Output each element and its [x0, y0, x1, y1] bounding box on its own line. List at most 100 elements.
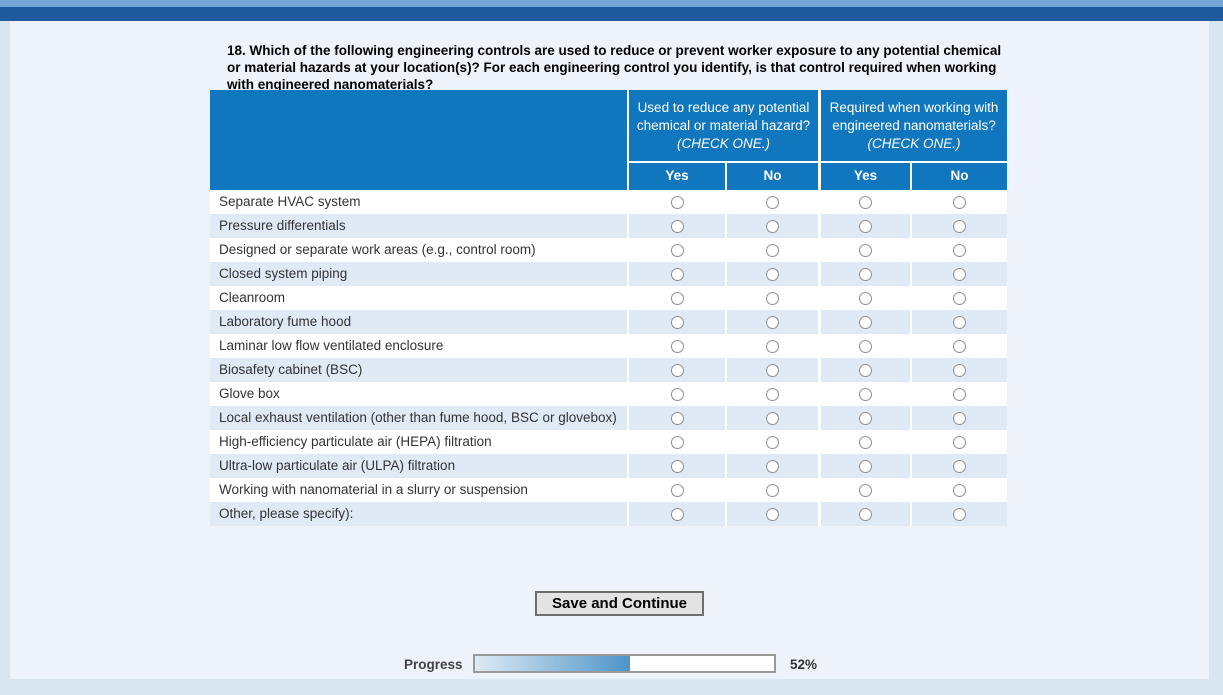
table-row: Glove box	[210, 382, 1007, 406]
radio-used-yes[interactable]	[670, 315, 684, 329]
radio-cell	[910, 334, 1007, 358]
table-row: Pressure differentials	[210, 214, 1007, 238]
save-and-continue-button[interactable]: Save and Continue	[535, 591, 705, 616]
subheader-required-yes: Yes	[818, 163, 910, 190]
radio-cell	[725, 502, 818, 526]
table-row: Laboratory fume hood	[210, 310, 1007, 334]
radio-used-no[interactable]	[766, 315, 779, 329]
radio-cell	[627, 478, 725, 502]
radio-used-yes[interactable]	[670, 387, 684, 401]
radio-required-no[interactable]	[953, 483, 966, 497]
radio-required-no[interactable]	[953, 411, 966, 425]
radio-used-no[interactable]	[766, 483, 779, 497]
radio-required-no[interactable]	[953, 219, 966, 233]
radio-required-yes[interactable]	[859, 339, 872, 353]
radio-required-no[interactable]	[953, 291, 966, 305]
subheader-required-no: No	[910, 163, 1007, 190]
radio-required-yes[interactable]	[859, 315, 872, 329]
radio-required-no[interactable]	[953, 267, 966, 281]
radio-used-no[interactable]	[766, 387, 779, 401]
radio-required-no[interactable]	[953, 243, 966, 257]
question-line: with engineered nanomaterials?	[227, 77, 434, 92]
radio-required-no[interactable]	[953, 195, 966, 209]
radio-cell	[725, 190, 818, 214]
top-accent-strip	[0, 0, 1223, 7]
radio-required-yes[interactable]	[859, 291, 872, 305]
radio-used-no[interactable]	[766, 507, 779, 521]
radio-required-no[interactable]	[953, 435, 966, 449]
radio-required-yes[interactable]	[859, 507, 872, 521]
radio-cell	[910, 430, 1007, 454]
radio-required-yes[interactable]	[859, 483, 872, 497]
radio-required-no[interactable]	[953, 507, 966, 521]
check-one-instruction: (CHECK ONE.)	[867, 136, 961, 151]
radio-used-yes[interactable]	[670, 195, 684, 209]
radio-required-yes[interactable]	[859, 363, 872, 377]
radio-cell	[818, 502, 910, 526]
radio-used-no[interactable]	[766, 195, 779, 209]
radio-required-yes[interactable]	[859, 195, 872, 209]
radio-required-yes[interactable]	[859, 267, 872, 281]
radio-used-no[interactable]	[766, 459, 779, 473]
radio-cell	[818, 214, 910, 238]
radio-used-yes[interactable]	[670, 291, 684, 305]
radio-used-yes[interactable]	[670, 483, 684, 497]
radio-cell	[818, 454, 910, 478]
table-row: Ultra-low particulate air (ULPA) filtrat…	[210, 454, 1007, 478]
radio-required-yes[interactable]	[859, 387, 872, 401]
radio-used-yes[interactable]	[670, 411, 684, 425]
radio-cell	[627, 262, 725, 286]
radio-cell	[818, 358, 910, 382]
radio-used-no[interactable]	[766, 411, 779, 425]
check-one-instruction: (CHECK ONE.)	[676, 136, 770, 151]
row-label: Laminar low flow ventilated enclosure	[219, 338, 444, 353]
radio-required-yes[interactable]	[859, 459, 872, 473]
radio-required-no[interactable]	[953, 363, 966, 377]
radio-used-no[interactable]	[766, 243, 779, 257]
radio-cell	[725, 238, 818, 262]
radio-used-yes[interactable]	[670, 459, 684, 473]
radio-cell	[818, 334, 910, 358]
table-row: Cleanroom	[210, 286, 1007, 310]
row-label: Biosafety cabinet (BSC)	[219, 362, 363, 377]
radio-cell	[725, 262, 818, 286]
progress-label: Progress	[404, 657, 463, 672]
radio-cell	[725, 310, 818, 334]
radio-cell	[910, 358, 1007, 382]
radio-cell	[725, 430, 818, 454]
radio-used-yes[interactable]	[670, 507, 684, 521]
engineering-controls-table: Used to reduce any potential chemical or…	[210, 90, 1007, 526]
radio-used-yes[interactable]	[670, 435, 684, 449]
progress-bar-fill	[475, 656, 631, 671]
radio-required-no[interactable]	[953, 339, 966, 353]
radio-required-no[interactable]	[953, 387, 966, 401]
row-label: Glove box	[219, 386, 280, 401]
radio-cell	[910, 262, 1007, 286]
radio-used-no[interactable]	[766, 219, 779, 233]
radio-used-no[interactable]	[766, 363, 779, 377]
radio-used-no[interactable]	[766, 339, 779, 353]
radio-used-yes[interactable]	[670, 339, 684, 353]
radio-cell	[725, 478, 818, 502]
radio-used-yes[interactable]	[670, 243, 684, 257]
table-row: Designed or separate work areas (e.g., c…	[210, 238, 1007, 262]
radio-required-yes[interactable]	[859, 219, 872, 233]
radio-cell	[818, 406, 910, 430]
row-label: Designed or separate work areas (e.g., c…	[219, 242, 536, 257]
radio-cell	[725, 454, 818, 478]
radio-cell	[725, 358, 818, 382]
radio-used-yes[interactable]	[670, 219, 684, 233]
radio-required-no[interactable]	[953, 459, 966, 473]
radio-used-no[interactable]	[766, 267, 779, 281]
radio-cell	[627, 382, 725, 406]
radio-cell	[627, 334, 725, 358]
radio-used-yes[interactable]	[670, 363, 684, 377]
radio-cell	[725, 334, 818, 358]
radio-required-no[interactable]	[953, 315, 966, 329]
radio-required-yes[interactable]	[859, 243, 872, 257]
radio-used-no[interactable]	[766, 291, 779, 305]
radio-required-yes[interactable]	[859, 411, 872, 425]
radio-used-yes[interactable]	[670, 267, 684, 281]
radio-used-no[interactable]	[766, 435, 779, 449]
radio-required-yes[interactable]	[859, 435, 872, 449]
